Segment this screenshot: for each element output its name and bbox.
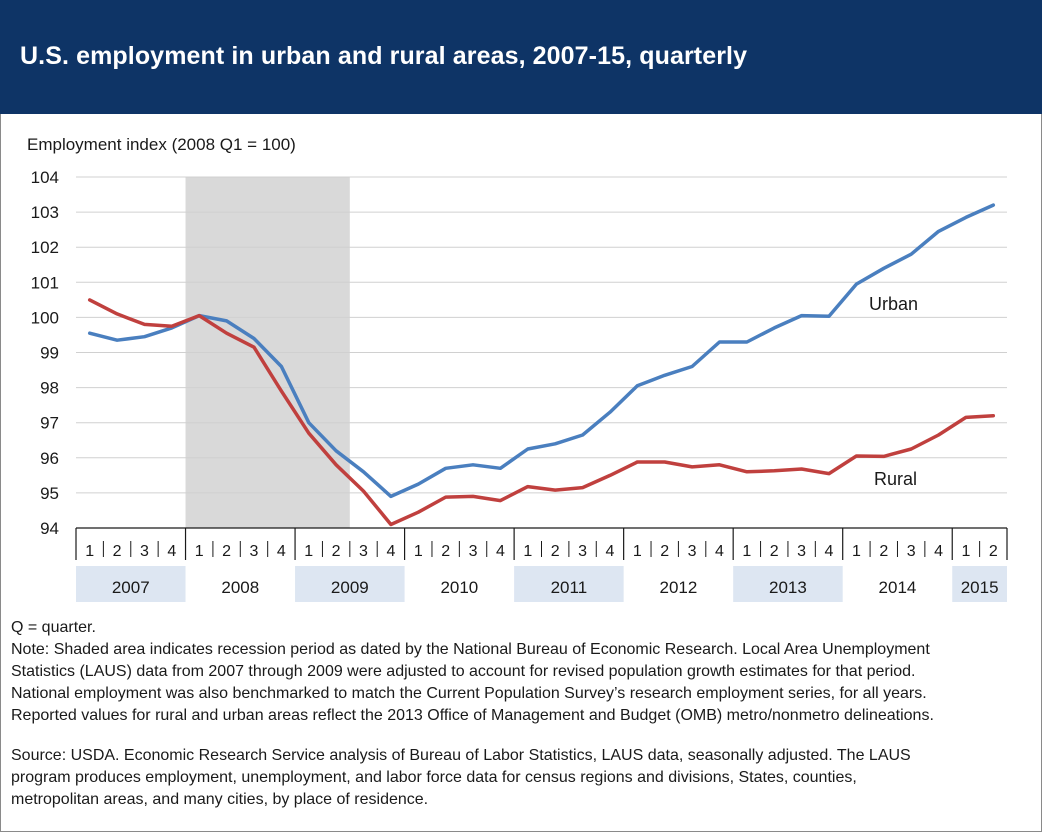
year-band	[514, 566, 624, 602]
y-axis-label: Employment index (2008 Q1 = 100)	[27, 135, 296, 154]
quarter-tick-label: 3	[907, 543, 916, 560]
year-label: 2013	[769, 578, 807, 597]
year-band	[295, 566, 405, 602]
note-line: Note: Shaded area indicates recession pe…	[11, 641, 930, 658]
note-line: National employment was also benchmarked…	[11, 685, 927, 702]
year-label: 2014	[879, 578, 917, 597]
quarter-tick-label: 4	[496, 543, 505, 560]
quarter-tick-label: 2	[332, 543, 341, 560]
quarter-tick-label: 2	[113, 543, 122, 560]
quarter-tick-label: 4	[277, 543, 286, 560]
note-line: Reported values for rural and urban area…	[11, 707, 934, 724]
y-tick-label: 104	[31, 168, 59, 187]
quarter-tick-label: 1	[85, 543, 94, 560]
year-label: 2015	[961, 578, 999, 597]
quarter-tick-label: 4	[715, 543, 724, 560]
quarter-tick-label: 3	[359, 543, 368, 560]
year-label: 2009	[331, 578, 369, 597]
y-tick-label: 101	[31, 273, 59, 292]
chart-title: U.S. employment in urban and rural areas…	[20, 42, 748, 70]
quarter-tick-label: 3	[688, 543, 697, 560]
quarter-tick-label: 1	[195, 543, 204, 560]
y-tick-label: 94	[40, 519, 59, 538]
note-line: Statistics (LAUS) data from 2007 through…	[11, 663, 916, 680]
quarter-tick-label: 3	[469, 543, 478, 560]
notes: Q = quarter. Note: Shaded area indicates…	[11, 617, 1036, 811]
quarter-tick-label: 1	[414, 543, 423, 560]
year-label: 2008	[221, 578, 259, 597]
quarter-tick-label: 4	[386, 543, 395, 560]
year-band	[952, 566, 1007, 602]
series-line-rural	[87, 298, 996, 527]
source-line: program produces employment, unemploymen…	[11, 769, 857, 786]
year-label: 2007	[112, 578, 150, 597]
quarter-tick-label: 1	[304, 543, 313, 560]
quarter-tick-label: 1	[742, 543, 751, 560]
source-line: metropolitan areas, and many cities, by …	[11, 791, 429, 808]
year-label: 2011	[551, 578, 588, 597]
year-label: 2012	[659, 578, 697, 597]
y-tick-label: 96	[40, 449, 59, 468]
quarter-tick-label: 2	[551, 543, 560, 560]
year-band	[733, 566, 843, 602]
year-band	[76, 566, 186, 602]
quarter-tick-label: 2	[879, 543, 888, 560]
quarter-tick-label: 4	[167, 543, 176, 560]
source-line: Source: USDA. Economic Research Service …	[11, 747, 911, 764]
quarter-tick-label: 3	[250, 543, 259, 560]
quarter-tick-label: 2	[770, 543, 779, 560]
quarter-tick-label: 4	[825, 543, 834, 560]
y-tick-label: 95	[40, 484, 59, 503]
quarter-definition: Q = quarter.	[11, 619, 96, 636]
quarter-tick-label: 1	[961, 543, 970, 560]
quarter-tick-label: 2	[989, 543, 998, 560]
quarter-tick-label: 2	[222, 543, 231, 560]
quarter-tick-label: 1	[633, 543, 642, 560]
quarter-tick-label: 4	[934, 543, 943, 560]
quarter-tick-label: 2	[441, 543, 450, 560]
series-label-rural: Rural	[874, 469, 917, 489]
y-tick-label: 98	[40, 379, 59, 398]
y-tick-label: 102	[31, 238, 59, 257]
series-line-urban	[87, 203, 996, 499]
quarter-tick-label: 3	[140, 543, 149, 560]
quarter-tick-label: 3	[797, 543, 806, 560]
chart: Employment index (2008 Q1 = 100) 94 95 96 97…	[27, 135, 1008, 602]
year-label: 2010	[440, 578, 478, 597]
quarter-tick-label: 3	[578, 543, 587, 560]
quarter-tick-label: 2	[660, 543, 669, 560]
y-tick-label: 97	[40, 414, 59, 433]
y-tick-label: 100	[31, 308, 59, 327]
quarter-tick-label: 1	[852, 543, 861, 560]
y-tick-label: 99	[40, 344, 59, 363]
series-label-urban: Urban	[869, 294, 918, 314]
quarter-tick-label: 4	[606, 543, 615, 560]
quarter-tick-label: 1	[523, 543, 532, 560]
y-tick-label: 103	[31, 203, 59, 222]
title-banner: U.S. employment in urban and rural areas…	[0, 0, 1042, 114]
